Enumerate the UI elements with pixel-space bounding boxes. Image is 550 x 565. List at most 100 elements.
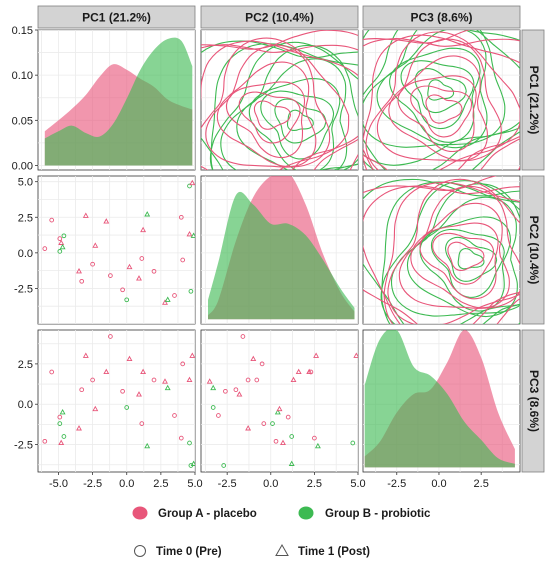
scatter-point-triangle: [236, 391, 243, 397]
scatter-point-triangle: [136, 275, 142, 281]
scatter-point-triangle: [186, 376, 193, 383]
panel-pc1-pc3: [362, 29, 521, 171]
x-tick-label: 0.0: [431, 478, 446, 490]
scatter-point-triangle: [280, 439, 286, 446]
x-tick-label: -2.5: [83, 478, 102, 490]
top-strip-pc3: PC3 (8.6%): [362, 5, 521, 29]
scatter-point-circle: [178, 214, 184, 220]
y-tick-label: 2.5: [18, 359, 33, 371]
scatter-point-triangle: [140, 226, 147, 233]
contour-line-group-a: [376, 38, 502, 162]
scatter-point-circle: [139, 421, 145, 426]
panel-pc2-pc3: [362, 175, 521, 325]
top-strip-pc2: PC2 (10.4%): [200, 5, 359, 29]
scatter-point-circle: [223, 388, 228, 394]
contour-line-group-a: [397, 75, 477, 153]
scatter-point-triangle: [144, 442, 151, 449]
contour-line-group-a: [201, 44, 358, 170]
panel-pc3-pc3: [362, 329, 521, 473]
contour-line-group-a: [398, 185, 520, 309]
scatter-point-triangle: [76, 267, 82, 274]
contour-line-group-b: [400, 60, 475, 130]
y-tick-label: 0.15: [12, 25, 33, 37]
x-tick-label: -2.5: [218, 478, 237, 490]
scatter-point-circle: [221, 463, 227, 468]
scatter-point-circle: [285, 414, 291, 420]
y-tick-label: -2.5: [14, 440, 33, 452]
panel-pc3-pc2: [200, 329, 359, 473]
legend-swatch-group-a: [132, 506, 148, 520]
scatter-point-triangle: [189, 179, 195, 186]
contour-line-group-b: [236, 58, 348, 170]
y-tick-label: -2.5: [14, 283, 33, 295]
contour-line-group-b: [380, 180, 520, 324]
contour-line-group-b: [210, 43, 358, 170]
scatter-point-circle: [49, 217, 55, 223]
right-strip-pc3-label: PC3 (8.6%): [527, 370, 541, 432]
scatter-point-circle: [178, 435, 184, 441]
scatter-point-triangle: [126, 263, 133, 270]
density-area-pc1-group-b: [44, 37, 193, 166]
top-strip-pc2-label: PC2 (10.4%): [245, 11, 314, 25]
y-tick-label: 0.00: [12, 160, 33, 172]
scatter-point-circle: [188, 288, 194, 294]
contour-line-group-a: [383, 181, 520, 324]
contour-line-group-b: [286, 109, 314, 132]
scatter-point-triangle: [306, 368, 313, 375]
contour-line-group-a: [363, 185, 520, 324]
contour-line-group-b: [363, 178, 520, 324]
right-strip-pc3: PC3 (8.6%): [521, 329, 545, 473]
scatter-point-circle: [259, 361, 265, 367]
scatter-point-triangle: [190, 460, 195, 466]
scatter-point-circle: [61, 233, 67, 239]
panel-pc1-pc1: [37, 29, 196, 171]
scatter-point-circle: [57, 421, 63, 426]
scatter-point-triangle: [58, 439, 65, 446]
top-strip-pc1-label: PC1 (21.2%): [82, 11, 151, 25]
scatter-point-circle: [172, 413, 177, 418]
scatter-point-circle: [254, 377, 260, 383]
scatter-point-triangle: [190, 232, 195, 238]
panel-pc1-pc2: [200, 29, 359, 171]
contour-line-group-b: [363, 30, 520, 170]
scatter-point-triangle: [59, 408, 66, 415]
legend-item-group-a: Group A - placebo: [132, 506, 257, 520]
contour-line-group-a: [425, 94, 463, 124]
scatter-point-circle: [151, 268, 157, 274]
contour-line-group-b: [430, 228, 505, 298]
scatter-point-triangle: [189, 352, 195, 358]
scatter-point-circle: [312, 435, 317, 441]
scatter-point-triangle: [162, 378, 168, 384]
scatter-point-circle: [124, 297, 130, 303]
scatter-point-triangle: [59, 243, 66, 250]
scatter-point-triangle: [103, 368, 110, 375]
density-area-pc3-group-b: [364, 330, 515, 468]
x-tick-label: 2.5: [307, 478, 322, 490]
scatter-point-triangle: [58, 239, 65, 245]
scatter-point-circle: [120, 388, 125, 394]
contour-line-group-b: [209, 41, 358, 170]
x-tick-label: 5.0: [187, 478, 202, 490]
scatter-point-circle: [210, 405, 216, 410]
contour-line-group-b: [363, 131, 520, 170]
legend-label-group-a: Group A - placebo: [158, 508, 257, 520]
contour-line-group-b: [381, 181, 520, 324]
scatter-point-circle: [187, 440, 192, 446]
scatter-point-circle: [216, 413, 221, 418]
contour-line-group-b: [274, 98, 327, 144]
scatter-point-triangle: [314, 442, 321, 449]
panel-pc2-pc1: [37, 175, 196, 325]
contour-line-group-a: [388, 55, 488, 162]
legend-item-time-1: Time 1 (Post): [275, 543, 370, 558]
contour-line-group-a: [238, 91, 301, 144]
contour-line-group-b: [363, 30, 520, 166]
scatter-point-circle: [79, 387, 85, 393]
y-tick-label: 0.05: [12, 115, 33, 127]
axis-labels: -5.0 -2.5 0.0 2.5 5.0 -2.5 0.0 2.5 5.0 -2.5 0.0 2.5…: [12, 25, 489, 490]
legend: Group A - placebo Group B - probiotic Ti…: [132, 506, 431, 558]
legend-swatch-group-b: [298, 506, 314, 520]
contour-line-group-b: [419, 216, 511, 312]
contour-line-group-b: [389, 47, 481, 143]
scatter-point-circle: [61, 434, 67, 439]
x-tick-label: 0.0: [119, 478, 134, 490]
